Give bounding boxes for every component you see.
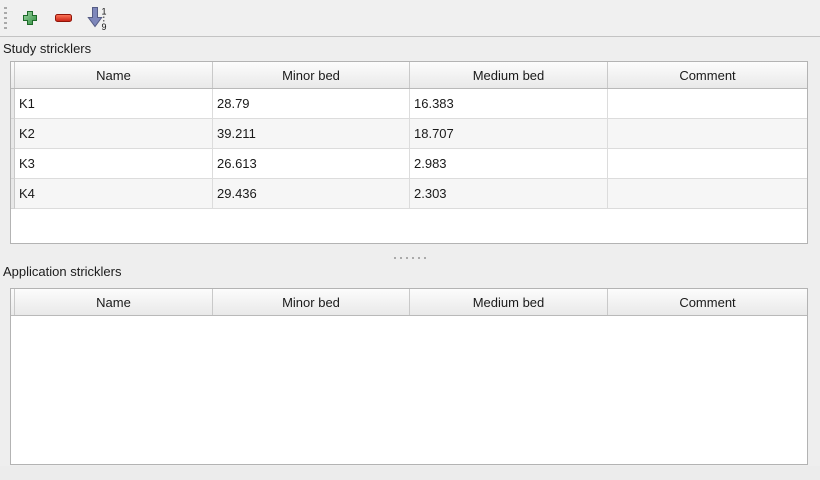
study-table-header: Name Minor bed Medium bed Comment <box>11 62 807 89</box>
splitter-dot <box>424 256 426 259</box>
cell-comment[interactable] <box>608 119 807 149</box>
column-header-medium-bed[interactable]: Medium bed <box>410 62 608 88</box>
cell-minor-bed[interactable]: 29.436 <box>213 179 410 209</box>
row-header <box>11 89 15 119</box>
remove-button[interactable] <box>50 4 78 32</box>
column-header-minor-bed[interactable]: Minor bed <box>213 62 410 88</box>
corner-header <box>11 289 15 315</box>
table-row: K3 26.613 2.983 <box>11 149 807 179</box>
column-header-comment[interactable]: Comment <box>679 67 736 83</box>
bottom-strip <box>0 466 820 480</box>
cell-comment[interactable] <box>608 149 807 179</box>
cell-minor-bed[interactable]: 26.613 <box>213 149 410 179</box>
column-header-name[interactable]: Name <box>15 62 213 88</box>
column-header-name[interactable]: Name <box>15 289 213 315</box>
application-stricklers-table: Name Minor bed Medium bed Comment <box>10 288 808 465</box>
application-stricklers-label: Application stricklers <box>3 264 122 279</box>
row-header <box>11 149 15 179</box>
splitter-dot <box>418 256 420 259</box>
corner-header <box>11 62 15 88</box>
study-stricklers-table: Name Minor bed Medium bed Comment K1 28.… <box>10 61 808 244</box>
row-header <box>11 179 15 209</box>
plus-icon <box>23 11 37 25</box>
cell-medium-bed[interactable]: 2.983 <box>410 149 608 179</box>
cell-name[interactable]: K1 <box>15 89 213 119</box>
row-header <box>11 119 15 149</box>
cell-medium-bed[interactable]: 18.707 <box>410 119 608 149</box>
splitter-dot <box>394 256 396 259</box>
cell-medium-bed[interactable]: 16.383 <box>410 89 608 119</box>
splitter-handle[interactable] <box>0 252 820 263</box>
cell-name[interactable]: K4 <box>15 179 213 209</box>
cell-name[interactable]: K3 <box>15 149 213 179</box>
splitter-dot <box>400 256 402 259</box>
sort-ascending-icon: 1 9 <box>87 7 107 31</box>
study-table-body: K1 28.79 16.383 K2 39.211 18.707 K3 26.6… <box>11 89 807 209</box>
cell-minor-bed[interactable]: 39.211 <box>213 119 410 149</box>
application-table-header: Name Minor bed Medium bed Comment <box>11 289 807 316</box>
sort-digit-top: 1 <box>102 7 107 17</box>
minus-icon <box>55 14 72 22</box>
column-header-medium-bed[interactable]: Medium bed <box>410 289 608 315</box>
study-stricklers-label: Study stricklers <box>3 41 92 56</box>
toolbar: 1 9 <box>0 0 820 37</box>
cell-name[interactable]: K2 <box>15 119 213 149</box>
cell-comment[interactable] <box>608 179 807 209</box>
cell-comment[interactable] <box>608 89 807 119</box>
add-button[interactable] <box>16 4 44 32</box>
table-row: K1 28.79 16.383 <box>11 89 807 119</box>
splitter-dot <box>412 256 414 259</box>
cell-minor-bed[interactable]: 28.79 <box>213 89 410 119</box>
column-header-minor-bed[interactable]: Minor bed <box>213 289 410 315</box>
cell-medium-bed[interactable]: 2.303 <box>410 179 608 209</box>
splitter-dot <box>406 256 408 259</box>
sort-button[interactable]: 1 9 <box>84 4 112 32</box>
toolbar-drag-handle[interactable] <box>4 7 7 29</box>
sort-digit-bottom: 9 <box>102 22 107 31</box>
column-header-comment[interactable]: Comment <box>679 294 736 310</box>
table-row: K4 29.436 2.303 <box>11 179 807 209</box>
table-row: K2 39.211 18.707 <box>11 119 807 149</box>
